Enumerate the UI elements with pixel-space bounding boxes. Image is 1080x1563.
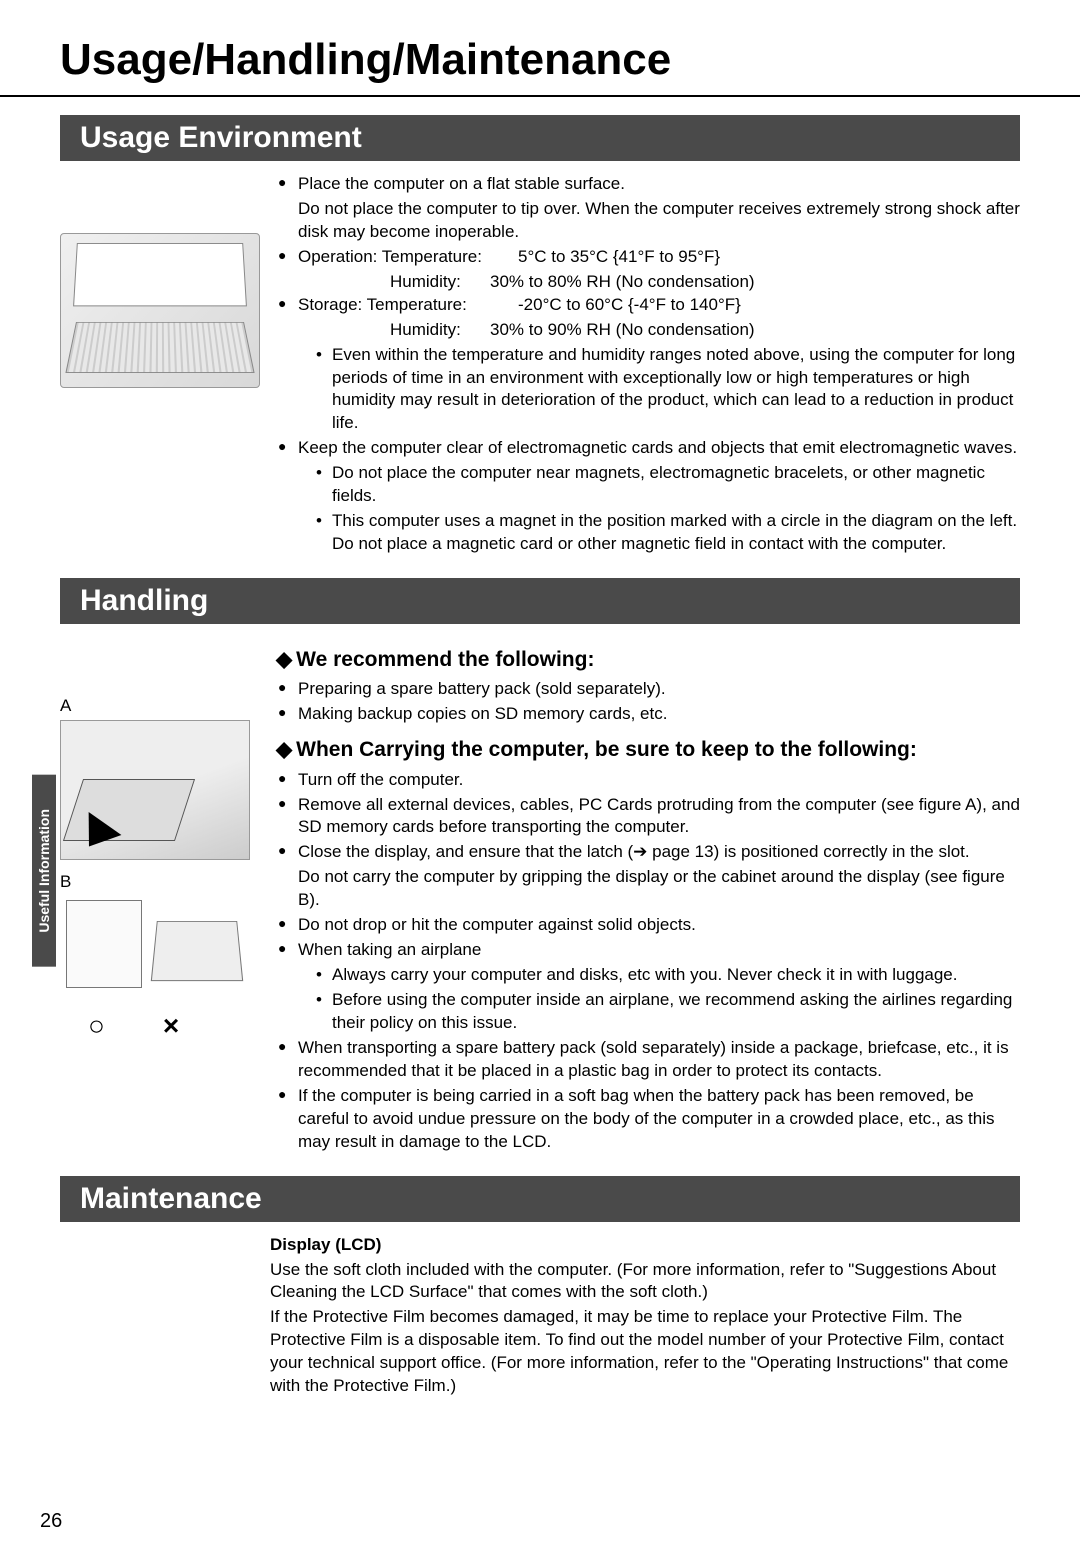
page-number: 26 (40, 1510, 62, 1533)
maintenance-content: Display (LCD) Use the soft cloth include… (270, 1234, 1020, 1399)
usage-bullets: Place the computer on a flat stable surf… (270, 173, 1020, 269)
usage-b1: Place the computer on a flat stable surf… (270, 173, 1020, 244)
h1-b1: Preparing a spare battery pack (sold sep… (270, 678, 1020, 701)
title-rule (0, 95, 1080, 97)
figure-b (60, 896, 250, 996)
usage-b4-s1: Do not place the computer near magnets, … (316, 462, 1020, 508)
h2-b4: Do not drop or hit the computer against … (270, 914, 1020, 937)
maint-p1: Use the soft cloth included with the com… (270, 1259, 1020, 1305)
section-body-maintenance: Display (LCD) Use the soft cloth include… (60, 1234, 1020, 1399)
h2-b5-s2: Before using the computer inside an airp… (316, 989, 1020, 1035)
circle-mark-icon: ○ (88, 1010, 105, 1042)
h2-b7: If the computer is being carried in a so… (270, 1085, 1020, 1154)
section-body-usage: Place the computer on a flat stable surf… (60, 173, 1020, 558)
side-tab: Useful Information (32, 775, 56, 967)
figure-b-right (151, 921, 243, 981)
figure-b-wrong (66, 900, 142, 988)
usage-b4-s2: This computer uses a magnet in the posit… (316, 510, 1020, 556)
cross-mark-icon: × (163, 1010, 179, 1042)
fig-b-label: B (60, 872, 262, 892)
op-temp-lbl: Operation: Temperature: (298, 246, 518, 269)
h2-b5-text: When taking an airplane (298, 940, 481, 959)
op-hum-val: 30% to 80% RH (No condensation) (490, 271, 755, 294)
eject-arrow-icon (73, 812, 122, 858)
fig-a-label: A (60, 696, 262, 716)
maint-sub-bold: Display (LCD) (270, 1234, 1020, 1257)
section-header-usage: Usage Environment (60, 115, 1020, 161)
ox-row: ○ × (60, 1010, 262, 1042)
section-body-handling: A B ○ × We recommend the following: Prep… (60, 636, 1020, 1156)
section-header-maintenance: Maintenance (60, 1176, 1020, 1222)
usage-b4: Keep the computer clear of electromagnet… (270, 437, 1020, 556)
usage-side-col (60, 173, 270, 388)
h2-b3: Close the display, and ensure that the l… (270, 841, 1020, 912)
usage-content: Place the computer on a flat stable surf… (270, 173, 1020, 558)
maint-p2: If the Protective Film becomes damaged, … (270, 1306, 1020, 1398)
op-hum-lbl: Humidity: (298, 271, 490, 294)
h2-b5: When taking an airplane Always carry you… (270, 939, 1020, 1035)
st-temp-lbl: Storage: Temperature: (298, 294, 518, 317)
h1-b2: Making backup copies on SD memory cards,… (270, 703, 1020, 726)
op-temp-val: 5°C to 35°C {41°F to 95°F} (518, 246, 1020, 269)
h2-b6: When transporting a spare battery pack (… (270, 1037, 1020, 1083)
h2-b3-cont: Do not carry the computer by gripping th… (298, 866, 1020, 912)
st-hum-val: 30% to 90% RH (No condensation) (490, 319, 755, 342)
laptop-diagram (60, 233, 260, 388)
usage-b3-sub1: Even within the temperature and humidity… (316, 344, 1020, 436)
usage-b4-text: Keep the computer clear of electromagnet… (298, 438, 1017, 457)
h2-b1: Turn off the computer. (270, 769, 1020, 792)
handling-h2: When Carrying the computer, be sure to k… (292, 736, 1020, 764)
section-header-handling: Handling (60, 578, 1020, 624)
usage-b2: Operation: Temperature: 5°C to 35°C {41°… (270, 246, 1020, 269)
page-title: Usage/Handling/Maintenance (60, 35, 1080, 85)
st-hum-lbl: Humidity: (298, 319, 490, 342)
handling-side-col: A B ○ × (60, 636, 270, 1042)
handling-content: We recommend the following: Preparing a … (270, 636, 1020, 1156)
figure-a (60, 720, 250, 860)
usage-bullets2: Storage: Temperature: -20°C to 60°C {-4°… (270, 294, 1020, 317)
h2-b2: Remove all external devices, cables, PC … (270, 794, 1020, 840)
usage-b3: Storage: Temperature: -20°C to 60°C {-4°… (270, 294, 1020, 317)
h2-b5-s1: Always carry your computer and disks, et… (316, 964, 1020, 987)
st-temp-val: -20°C to 60°C {-4°F to 140°F} (518, 294, 1020, 317)
usage-b1-text: Place the computer on a flat stable surf… (298, 174, 625, 193)
handling-h1: We recommend the following: (292, 646, 1020, 674)
h2-b3-text: Close the display, and ensure that the l… (298, 842, 970, 861)
usage-b1-cont: Do not place the computer to tip over. W… (298, 198, 1020, 244)
